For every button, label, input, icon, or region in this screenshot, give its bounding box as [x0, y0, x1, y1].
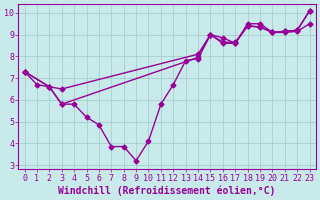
- X-axis label: Windchill (Refroidissement éolien,°C): Windchill (Refroidissement éolien,°C): [58, 185, 276, 196]
